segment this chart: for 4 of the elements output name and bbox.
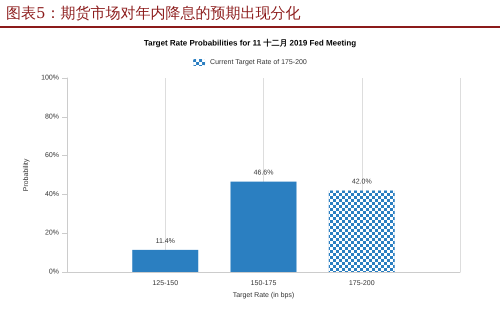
- bar: [132, 250, 198, 272]
- chart-title: 图表5：期货市场对年内降息的预期出现分化: [0, 0, 500, 28]
- bar: [230, 182, 296, 272]
- chart-subtitle: Target Rate Probabilities for 11 十二月 2019 Fed Meeting: [144, 38, 356, 48]
